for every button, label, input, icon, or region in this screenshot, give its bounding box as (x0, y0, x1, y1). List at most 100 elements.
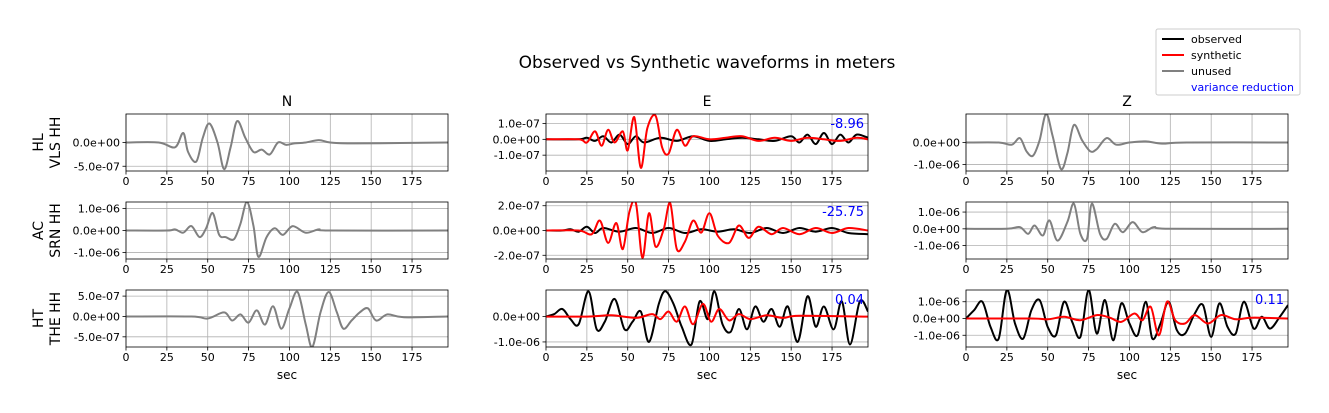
x-tick-label: 100 (279, 351, 300, 364)
x-tick-label: 150 (361, 263, 382, 276)
x-tick-label: 50 (1041, 351, 1055, 364)
x-tick-label: 0 (543, 263, 550, 276)
row-network-label: HT (31, 309, 47, 329)
x-tick-label: 100 (699, 175, 720, 188)
y-tick-label: 0.0e+00 (493, 311, 540, 324)
x-tick-label: 175 (402, 351, 423, 364)
x-tick-label: 125 (740, 263, 761, 276)
trace-group (126, 202, 448, 258)
y-tick-label: -1.0e-07 (494, 149, 540, 162)
variance-reduction-value: 0.04 (835, 293, 864, 308)
x-tick-label: 75 (242, 175, 256, 188)
y-tick-label: 1.0e-07 (498, 118, 540, 131)
x-tick-label: 25 (160, 263, 174, 276)
unused-trace (966, 202, 1288, 243)
x-tick-label: 25 (160, 175, 174, 188)
variance-reduction-value: 0.11 (1255, 293, 1284, 308)
variance-reduction-value: -25.75 (822, 205, 864, 220)
x-tick-label: 100 (279, 175, 300, 188)
figure-title: Observed vs Synthetic waveforms in meter… (519, 53, 896, 73)
trace-group (966, 202, 1288, 243)
x-tick-label: 175 (822, 263, 843, 276)
legend-label-observed: observed (1191, 33, 1242, 46)
observed-trace (546, 225, 868, 236)
x-tick-label: 25 (1000, 175, 1014, 188)
x-tick-label: 50 (621, 263, 635, 276)
x-tick-label: 175 (1242, 351, 1263, 364)
x-tick-label: 75 (662, 351, 676, 364)
synthetic-trace (546, 114, 868, 169)
x-tick-label: 175 (822, 175, 843, 188)
legend: observed synthetic unused variance reductio… (1155, 28, 1301, 96)
x-tick-label: 150 (781, 351, 802, 364)
panel-ac-e: 0 25 50 75 100 125 150 175 2.0e-07 0.0e+00 -2.0e-0… (493, 200, 869, 276)
x-tick-label: 0 (123, 263, 130, 276)
x-tick-label: 25 (160, 351, 174, 364)
y-tick-label: 1.0e-06 (78, 203, 120, 216)
x-tick-label: 50 (621, 351, 635, 364)
x-tick-label: 150 (361, 351, 382, 364)
x-tick-label: 75 (1082, 175, 1096, 188)
x-tick-label: 175 (1242, 175, 1263, 188)
panel-ht-e: 0 25 50 75 100 125 150 175 0.0e+00 -1.0e-06 0.04 se… (493, 289, 869, 382)
y-tick-label: 2.0e-07 (498, 200, 540, 213)
row-label-2: HT THE HH (31, 292, 64, 346)
column-title-z: Z (1122, 94, 1132, 110)
x-tick-label: 125 (740, 351, 761, 364)
x-tick-label: 100 (1119, 351, 1140, 364)
x-tick-label: 75 (1082, 351, 1096, 364)
trace-group (966, 290, 1288, 342)
x-tick-label: 75 (1082, 263, 1096, 276)
y-tick-label: 0.0e+00 (493, 225, 540, 238)
x-tick-label: 50 (1041, 263, 1055, 276)
y-tick-label: 0.0e+00 (913, 223, 960, 236)
x-tick-label: 25 (580, 351, 594, 364)
y-tick-label: 0.0e+00 (73, 137, 120, 150)
panel-hl-e: 0 25 50 75 100 125 150 175 1.0e-07 0.0e+00 -1.0e-0… (493, 113, 869, 188)
variance-reduction-value: -8.96 (830, 117, 864, 132)
row-network-label: AC (31, 221, 47, 240)
panel-ht-z: 0 25 50 75 100 125 150 175 1.0e-06 0.0e+00 -1.0e-0… (913, 289, 1289, 382)
x-tick-label: 75 (242, 263, 256, 276)
x-axis-label: sec (277, 368, 297, 382)
trace-group (966, 114, 1288, 171)
synthetic-trace (546, 202, 868, 259)
x-tick-label: 25 (580, 263, 594, 276)
x-tick-label: 125 (320, 351, 341, 364)
unused-trace (126, 290, 448, 347)
x-tick-label: 125 (1160, 351, 1181, 364)
x-tick-label: 50 (201, 351, 215, 364)
y-tick-label: -1.0e-06 (74, 246, 120, 259)
x-tick-label: 0 (543, 175, 550, 188)
y-tick-label: -1.0e-06 (914, 240, 960, 253)
y-tick-label: -5.0e-07 (74, 331, 120, 344)
x-tick-label: 150 (1201, 263, 1222, 276)
y-tick-label: -5.0e-07 (74, 160, 120, 173)
x-tick-label: 50 (201, 175, 215, 188)
unused-trace (126, 202, 448, 258)
panel-ht-n: 0 25 50 75 100 125 150 175 5.0e-07 0.0e+00 -5.0e-0… (73, 289, 449, 382)
x-axis-label: sec (1117, 368, 1137, 382)
panel-ac-z: 0 25 50 75 100 125 150 175 1.0e-06 0.0e+00 -1.0e-0… (913, 201, 1289, 276)
row-label-1: AC SRN HH (31, 203, 64, 258)
observed-trace (546, 132, 868, 146)
y-tick-label: -2.0e-07 (494, 249, 540, 262)
row-station-label: SRN HH (48, 203, 64, 258)
y-tick-label: 0.0e+00 (493, 133, 540, 146)
axes-frame (545, 113, 869, 172)
x-tick-label: 0 (123, 351, 130, 364)
legend-label-synthetic: synthetic (1191, 49, 1242, 62)
x-tick-label: 125 (740, 175, 761, 188)
y-tick-label: 0.0e+00 (913, 313, 960, 326)
x-tick-label: 125 (320, 175, 341, 188)
x-tick-label: 150 (781, 175, 802, 188)
x-tick-label: 175 (1242, 263, 1263, 276)
observed-trace (966, 290, 1288, 342)
column-title-n: N (282, 94, 292, 110)
x-tick-label: 125 (1160, 175, 1181, 188)
x-tick-label: 75 (242, 351, 256, 364)
x-tick-label: 0 (963, 351, 970, 364)
x-tick-label: 100 (279, 263, 300, 276)
x-tick-label: 25 (580, 175, 594, 188)
x-tick-label: 150 (781, 263, 802, 276)
